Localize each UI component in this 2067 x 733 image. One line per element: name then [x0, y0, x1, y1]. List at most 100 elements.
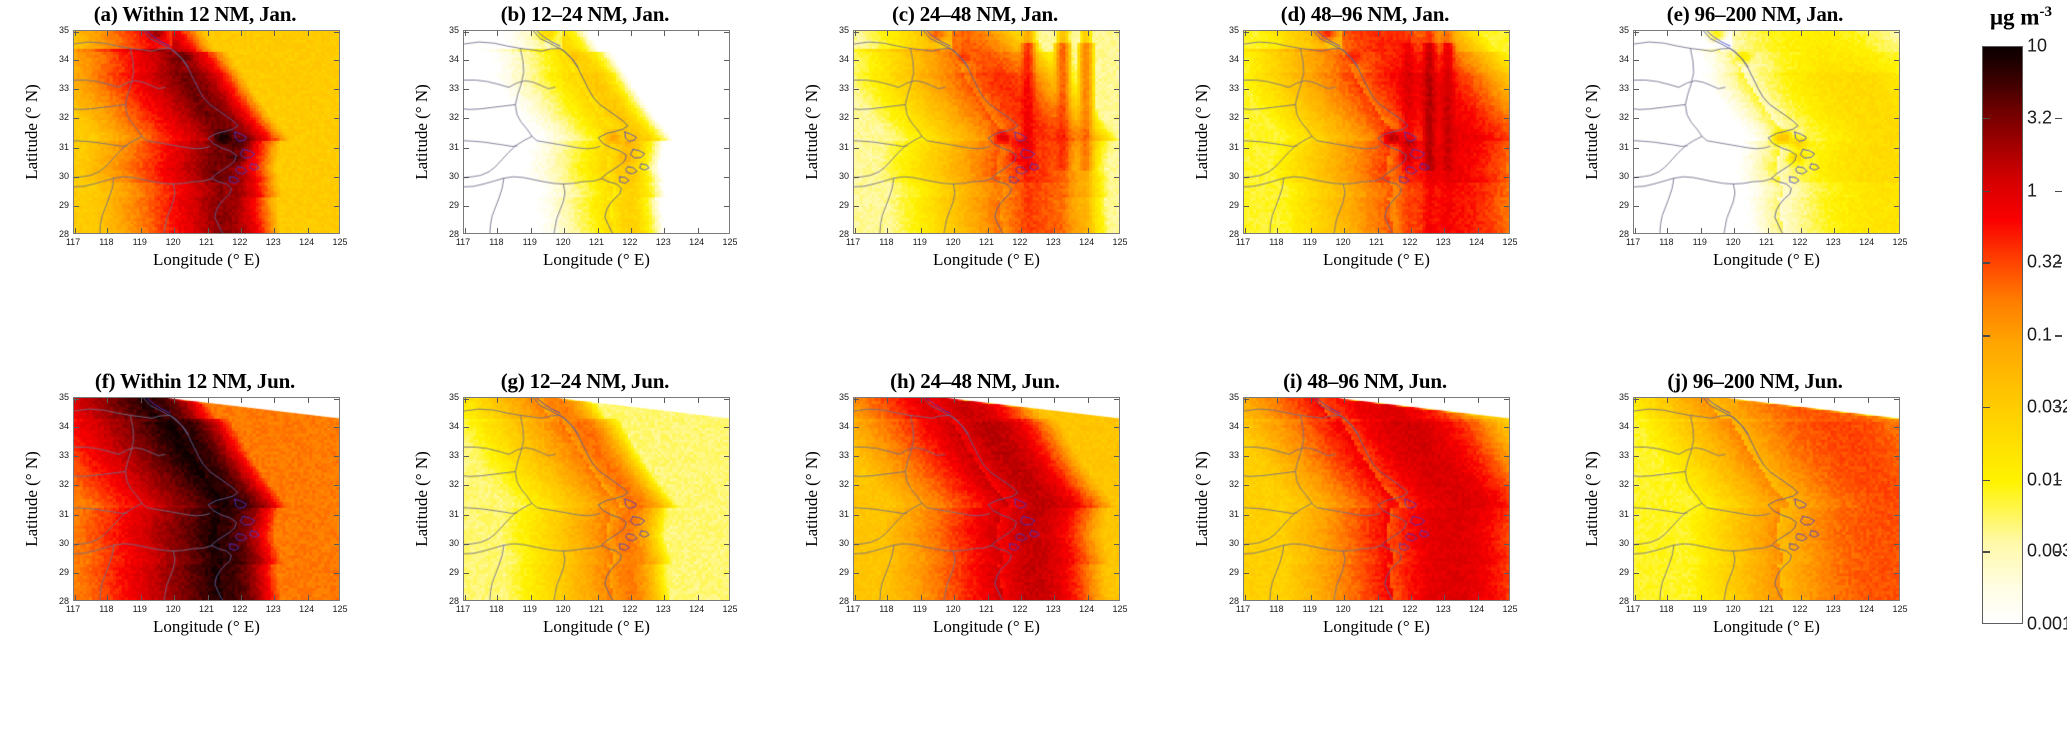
y-tickmark — [1634, 89, 1639, 91]
y-tickmark — [74, 118, 79, 120]
x-tick-label: 122 — [1402, 237, 1418, 247]
y-tickmark — [854, 427, 859, 429]
x-tick-label: 117 — [845, 237, 861, 247]
y-tick-label: 29 — [1228, 199, 1239, 210]
y-tickmark — [724, 543, 729, 545]
y-tickmark — [464, 399, 469, 400]
x-tickmark — [1310, 228, 1312, 233]
y-tick-label: 28 — [448, 596, 459, 606]
y-tickmark — [724, 600, 729, 601]
x-tickmark — [1377, 31, 1379, 36]
y-tick-label: 35 — [838, 25, 849, 35]
x-tickmark — [497, 31, 499, 36]
y-tick-label: 28 — [448, 229, 459, 239]
y-tick-label: 30 — [1228, 537, 1239, 548]
x-tickmark — [1800, 595, 1802, 600]
y-tick-label: 30 — [448, 537, 459, 548]
x-tickmark — [954, 228, 956, 233]
y-tick-label: 34 — [1618, 54, 1629, 65]
y-tickmark — [334, 176, 339, 178]
x-tickmark — [664, 228, 666, 233]
colorbar-tickmark — [1983, 479, 1990, 482]
y-tickmark — [464, 89, 469, 91]
panel-d: (d) 48–96 NM, Jan. 35 34 33 32 31 30 29 28 117 118… — [1170, 0, 1560, 366]
x-tick-label: 125 — [1112, 604, 1128, 614]
colorbar-tick-label: 0.001 — [2027, 613, 2067, 634]
plot-area-c — [853, 30, 1120, 234]
x-tick-label: 124 — [689, 604, 705, 614]
x-tickmark — [174, 31, 176, 36]
y-tick-label: 33 — [1228, 83, 1239, 94]
plot-area-d — [1243, 30, 1510, 234]
x-tickmark — [240, 398, 242, 403]
x-tickmark — [920, 228, 922, 233]
y-axis-label: Latitude (° N) — [412, 84, 431, 180]
x-tick-label: 117 — [1235, 604, 1251, 614]
x-tickmark — [1667, 595, 1669, 600]
plot-area-a — [73, 30, 340, 234]
y-tick-label: 28 — [1228, 229, 1239, 239]
x-tick-label: 119 — [522, 237, 537, 247]
x-tickmark — [207, 595, 209, 600]
x-tickmark — [1377, 398, 1379, 403]
y-tick-label: 31 — [448, 508, 459, 519]
x-tick-label: 125 — [722, 604, 738, 614]
y-tickmark — [1504, 32, 1509, 33]
y-tickmark — [1244, 572, 1249, 574]
x-tickmark — [1277, 228, 1279, 233]
y-tickmark — [1634, 485, 1639, 487]
x-tickmark — [1867, 595, 1869, 600]
x-tickmark — [1020, 595, 1022, 600]
x-tickmark — [1867, 31, 1869, 36]
y-tickmark — [1244, 456, 1249, 458]
y-tick-label: 31 — [838, 141, 849, 152]
y-tickmark — [464, 233, 469, 234]
heatmap-canvas-h — [854, 398, 1119, 600]
x-tickmark — [1635, 31, 1636, 36]
panel-title-e: (e) 96–200 NM, Jan. — [1666, 2, 1844, 26]
y-tick-label: 31 — [58, 508, 69, 519]
x-tick-label: 124 — [1079, 604, 1095, 614]
x-tickmark — [1834, 595, 1836, 600]
y-tickmark — [1114, 399, 1119, 400]
panel-title-c: (c) 24–48 NM, Jan. — [891, 2, 1059, 26]
y-tickmark — [1114, 600, 1119, 601]
panel-title-a: (a) Within 12 NM, Jan. — [93, 2, 297, 26]
x-tickmark — [240, 228, 242, 233]
y-axis-label: Latitude (° N) — [802, 84, 821, 180]
x-tick-label: 117 — [1625, 237, 1641, 247]
y-tick-label: 31 — [1228, 508, 1239, 519]
y-tick-label: 34 — [1228, 421, 1239, 432]
y-tickmark — [1894, 118, 1899, 120]
y-tickmark — [74, 543, 79, 545]
colorbar-tickmark — [1983, 117, 1990, 120]
colorbar-tickmark — [2055, 406, 2062, 409]
y-tickmark — [1894, 427, 1899, 429]
y-tickmark — [1634, 456, 1639, 458]
y-tickmark — [464, 543, 469, 545]
x-tick-label: 118 — [99, 604, 114, 614]
colorbar-tick-label: 10 — [2027, 35, 2048, 56]
y-tickmark — [724, 60, 729, 62]
y-tickmark — [724, 89, 729, 91]
x-tickmark — [1734, 228, 1736, 233]
x-tickmark — [1635, 228, 1636, 233]
x-tickmark — [307, 31, 309, 36]
x-tickmark — [855, 31, 856, 36]
panel-g: (g) 12–24 NM, Jun. 35 34 33 32 31 30 29 28 117 118… — [390, 367, 780, 733]
x-tickmark — [1377, 228, 1379, 233]
colorbar-tickmark — [2055, 551, 2062, 553]
colorbar-tickmark — [2055, 117, 2062, 120]
x-tickmark — [697, 228, 699, 233]
y-tickmark — [854, 600, 859, 601]
x-tick-label: 122 — [1792, 604, 1808, 614]
panel-title-g: (g) 12–24 NM, Jun. — [500, 369, 670, 393]
plot-area-j — [1633, 397, 1900, 601]
y-tick-label: 35 — [1618, 25, 1629, 35]
panel-a: (a) Within 12 NM, Jan. 35 34 33 32 31 30 29 28 11… — [0, 0, 390, 366]
y-tickmark — [724, 456, 729, 458]
panel-c: (c) 24–48 NM, Jan. 35 34 33 32 31 30 29 28 117 118… — [780, 0, 1170, 366]
y-tickmark — [74, 89, 79, 91]
x-tickmark — [987, 228, 989, 233]
